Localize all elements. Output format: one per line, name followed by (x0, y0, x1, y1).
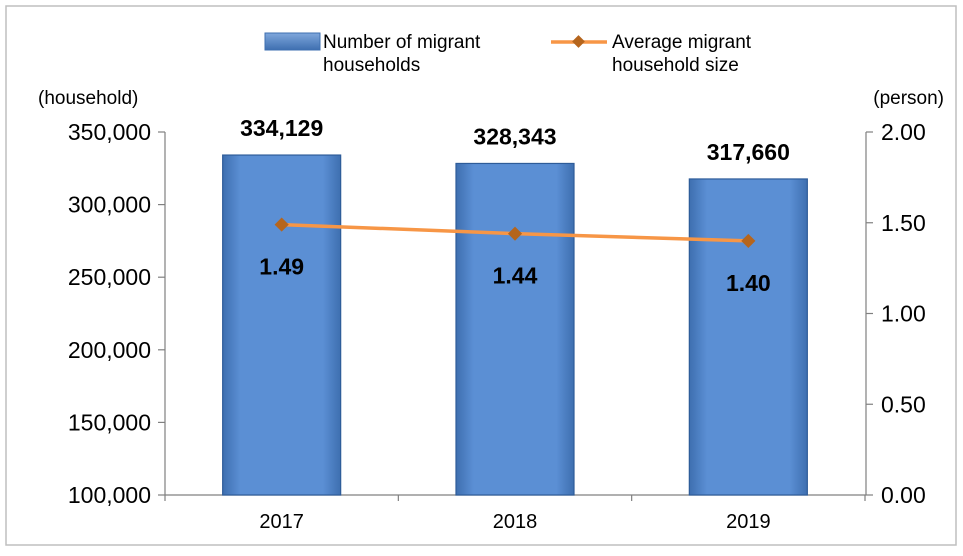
axes: 100,000 150,000 200,000 250,000 300,000 350,0… (68, 119, 926, 533)
legend-label-bar-line1: Number of migrant (323, 32, 481, 53)
x-tick-label: 2017 (259, 511, 304, 533)
bar-value-label: 317,660 (707, 139, 790, 165)
legend-label-line-line1: Average migrant (612, 32, 752, 53)
bar-value-label: 334,129 (240, 115, 323, 141)
y-right-tick-label: 1.00 (881, 301, 926, 327)
y-right-tick-label: 1.50 (881, 210, 926, 236)
y-left-tick-label: 200,000 (68, 337, 151, 363)
y-right-tick-label: 0.00 (881, 482, 926, 508)
bar-value-label: 328,343 (473, 123, 556, 149)
y-right-unit-label: (person) (873, 88, 944, 109)
y-left-tick-label: 250,000 (68, 264, 151, 290)
y-right-tick-label: 2.00 (881, 119, 926, 145)
x-tick-label: 2019 (726, 511, 771, 533)
bar (688, 178, 808, 496)
line-marker (741, 233, 756, 248)
line-value-label: 1.44 (493, 263, 538, 289)
y-left-tick-label: 300,000 (68, 192, 151, 218)
line-series (274, 217, 756, 248)
line-marker (274, 217, 289, 232)
legend-label-line-line2: household size (612, 55, 739, 76)
line-value-label: 1.40 (726, 270, 771, 296)
legend-swatch-bar (264, 32, 321, 51)
y-left-tick-label: 350,000 (68, 119, 151, 145)
y-left-tick-label: 150,000 (68, 409, 151, 435)
line-value-label: 1.49 (259, 254, 304, 280)
y-right-tick-label: 0.50 (881, 391, 926, 417)
x-tick-label: 2018 (493, 511, 538, 533)
legend-label-bar-line2: households (323, 55, 420, 76)
line-marker (507, 226, 523, 241)
data-labels: 334,129 328,343 317,660 1.49 1.44 1.40 (240, 115, 790, 296)
bar (222, 154, 342, 496)
y-left-unit-label: (household) (38, 88, 138, 109)
bar-series (222, 154, 808, 496)
bar (455, 162, 575, 496)
y-left-tick-label: 100,000 (68, 482, 151, 508)
